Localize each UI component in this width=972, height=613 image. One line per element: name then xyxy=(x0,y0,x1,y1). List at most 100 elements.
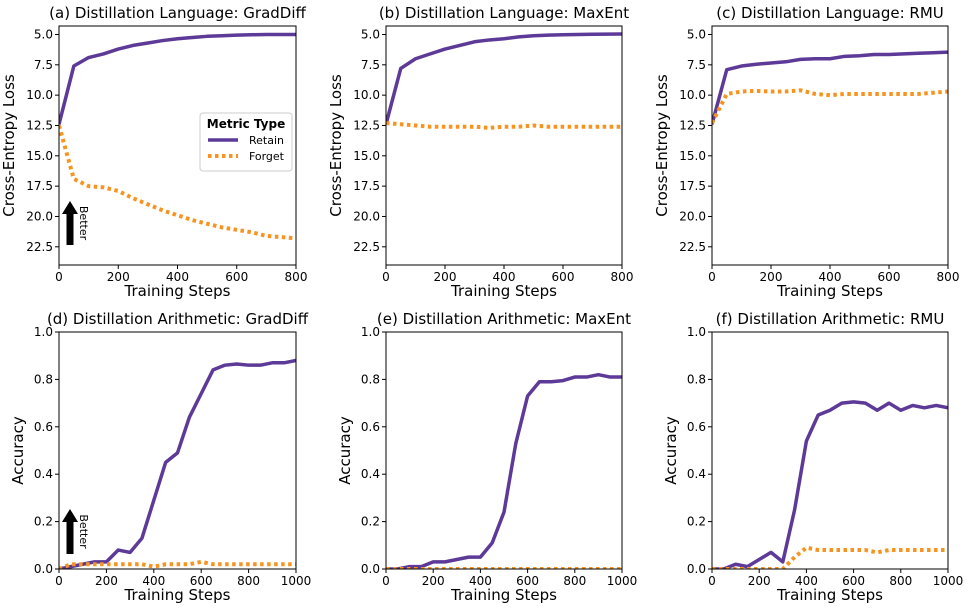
y-tick-label: 0.0 xyxy=(687,562,706,576)
series-line-retain xyxy=(386,32,622,125)
y-axis-label: Cross-Entropy Loss xyxy=(653,74,671,217)
y-tick-label: 0.8 xyxy=(687,372,706,386)
y-tick-label: 15.0 xyxy=(353,149,380,163)
x-tick-label: 600 xyxy=(552,270,575,284)
y-tick-label: 1.0 xyxy=(34,325,53,339)
y-tick-label: 20.0 xyxy=(353,209,380,223)
series-line-forget xyxy=(386,121,622,130)
x-tick-label: 600 xyxy=(878,270,901,284)
y-tick-label: 0.6 xyxy=(361,420,380,434)
x-tick-label: 400 xyxy=(795,574,818,588)
x-tick-label: 0 xyxy=(55,270,63,284)
x-tick-label: 200 xyxy=(422,574,445,588)
plot-frame xyxy=(711,25,949,266)
y-tick-label: 20.0 xyxy=(679,209,706,223)
series-line-retain xyxy=(59,32,296,125)
x-tick-label: 200 xyxy=(107,270,130,284)
x-tick-label: 400 xyxy=(142,574,165,588)
x-axis-label: Training Steps xyxy=(776,282,883,300)
chart-title: (e) Distillation Arithmetic: MaxEnt xyxy=(377,310,631,328)
better-label: Better xyxy=(77,514,90,549)
x-tick-label: 1000 xyxy=(607,574,638,588)
y-axis-label: Accuracy xyxy=(9,416,27,485)
series-line-retain xyxy=(386,372,622,569)
x-tick-label: 200 xyxy=(434,270,457,284)
x-tick-label: 1000 xyxy=(933,574,964,588)
y-tick-label: 5.0 xyxy=(34,27,53,41)
y-tick-label: 12.5 xyxy=(26,118,53,132)
y-tick-label: 0.8 xyxy=(34,372,53,386)
y-tick-label: 12.5 xyxy=(353,118,380,132)
x-tick-label: 0 xyxy=(708,574,716,588)
y-tick-label: 22.5 xyxy=(353,240,380,254)
y-tick-label: 22.5 xyxy=(679,240,706,254)
x-tick-label: 200 xyxy=(760,270,783,284)
x-tick-label: 400 xyxy=(469,574,492,588)
better-arrow-icon xyxy=(62,201,78,245)
x-tick-label: 200 xyxy=(95,574,118,588)
x-tick-label: 200 xyxy=(748,574,771,588)
x-tick-label: 400 xyxy=(819,270,842,284)
x-tick-label: 600 xyxy=(516,574,539,588)
x-axis-label: Training Steps xyxy=(776,586,883,604)
y-tick-label: 1.0 xyxy=(361,325,380,339)
y-axis-label: Accuracy xyxy=(662,416,680,485)
y-tick-label: 0.2 xyxy=(687,515,706,529)
x-tick-label: 800 xyxy=(285,270,308,284)
y-tick-label: 22.5 xyxy=(26,240,53,254)
series-line-retain xyxy=(59,358,296,569)
chart-panel-3: 0 200 400 600 800 5.0 7.5 10.0 12.5 15.0 17.5 20.0 2… xyxy=(653,4,959,300)
plot-frame xyxy=(385,25,623,266)
better-label: Better xyxy=(77,206,90,241)
x-tick-label: 1000 xyxy=(281,574,312,588)
y-tick-label: 0.4 xyxy=(361,467,380,481)
chart-panel-5: 0 200 400 600 800 1000 0.0 0.2 0.4 0.6 0.8 1.0(e) D… xyxy=(336,310,637,604)
chart-title: (d) Distillation Arithmetic: GradDiff xyxy=(47,310,309,328)
y-tick-label: 0.0 xyxy=(361,562,380,576)
y-tick-label: 10.0 xyxy=(679,88,706,102)
x-tick-label: 400 xyxy=(166,270,189,284)
x-tick-label: 800 xyxy=(563,574,586,588)
legend-label-retain: Retain xyxy=(249,134,284,147)
chart-title: (a) Distillation Language: GradDiff xyxy=(49,4,306,22)
x-axis-label: Training Steps xyxy=(450,586,557,604)
y-tick-label: 5.0 xyxy=(687,27,706,41)
x-axis-label: Training Steps xyxy=(124,282,231,300)
series-line-forget xyxy=(712,88,948,124)
y-tick-label: 0.8 xyxy=(361,372,380,386)
chart-panel-6: 0 200 400 600 800 1000 0.0 0.2 0.4 0.6 0.8 1.0 (f) D… xyxy=(662,310,963,604)
y-tick-label: 0.2 xyxy=(34,515,53,529)
y-tick-label: 5.0 xyxy=(361,27,380,41)
y-tick-label: 0.6 xyxy=(34,420,53,434)
y-tick-label: 0.2 xyxy=(361,515,380,529)
y-tick-label: 7.5 xyxy=(361,58,380,72)
x-axis-label: Training Steps xyxy=(124,586,231,604)
legend-title: Metric Type xyxy=(207,117,285,131)
x-tick-label: 0 xyxy=(382,270,390,284)
chart-panel-1: 0 200 400 600 800 5.0 7.5 10.0 12.5 15.0 17.5 20.0 2… xyxy=(0,4,307,300)
x-tick-label: 0 xyxy=(382,574,390,588)
y-tick-label: 17.5 xyxy=(679,179,706,193)
x-tick-label: 600 xyxy=(225,270,248,284)
y-axis-label: Accuracy xyxy=(336,416,354,485)
x-tick-label: 800 xyxy=(237,574,260,588)
y-axis-label: Cross-Entropy Loss xyxy=(327,74,345,217)
better-arrow-icon xyxy=(62,509,78,554)
y-tick-label: 10.0 xyxy=(26,88,53,102)
y-tick-label: 7.5 xyxy=(34,58,53,72)
y-tick-label: 7.5 xyxy=(687,58,706,72)
series-line-forget xyxy=(712,545,948,569)
y-tick-label: 0.4 xyxy=(34,467,53,481)
x-tick-label: 0 xyxy=(55,574,63,588)
series-line-retain xyxy=(712,400,948,569)
y-tick-label: 0.4 xyxy=(687,467,706,481)
plot-frame xyxy=(385,331,623,570)
y-tick-label: 10.0 xyxy=(353,88,380,102)
y-tick-label: 1.0 xyxy=(687,325,706,339)
x-tick-label: 800 xyxy=(937,270,960,284)
x-tick-label: 800 xyxy=(611,270,634,284)
x-tick-label: 600 xyxy=(842,574,865,588)
series-line-retain xyxy=(712,50,948,125)
y-axis-label: Cross-Entropy Loss xyxy=(0,74,18,217)
